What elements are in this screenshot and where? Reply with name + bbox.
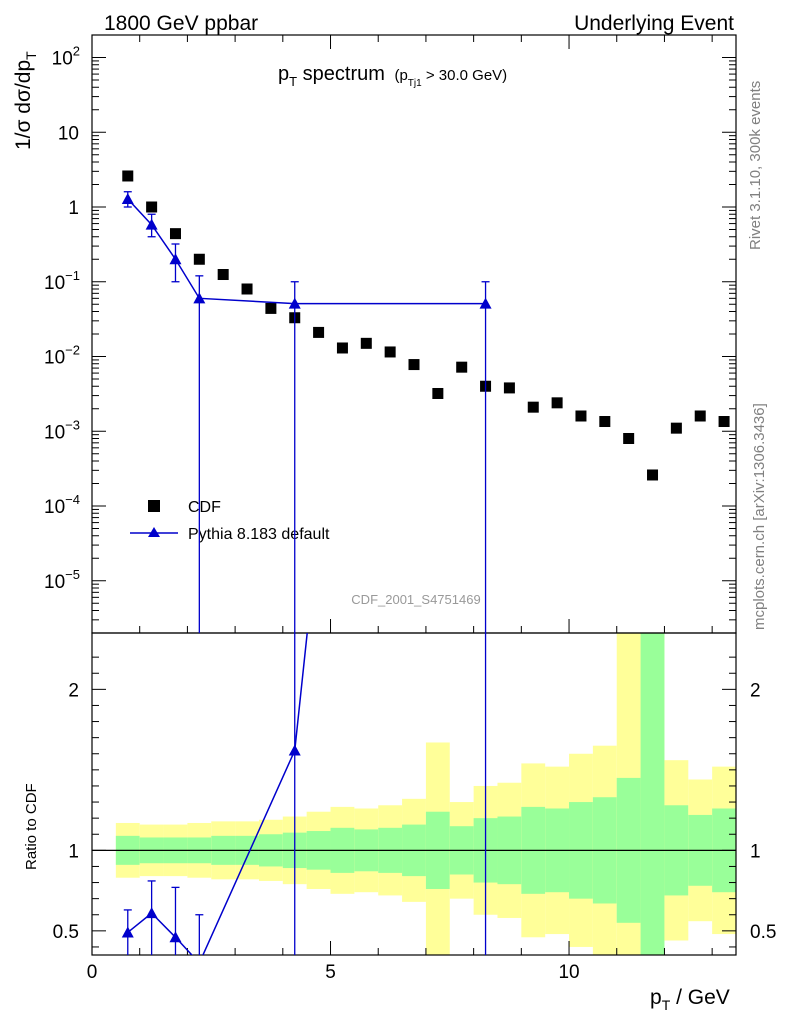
ratio-y-tick-label-right: 2: [750, 680, 761, 701]
cdf-data-point: [647, 469, 659, 481]
pythia-ratio-point: [145, 907, 158, 919]
cdf-data-point: [599, 416, 611, 428]
cdf-data-point: [718, 416, 730, 428]
cdf-data-point: [527, 401, 539, 413]
ratio-series: [121, 633, 487, 955]
ratio-y-tick-label: 0.5: [53, 922, 79, 943]
pythia-point: [193, 292, 206, 304]
cdf-data-point: [217, 269, 229, 281]
y-tick-label: 10−5: [44, 567, 80, 593]
ratio-y-tick-label-right: 0.5: [750, 922, 776, 943]
ratio-y-axis-label: Ratio to CDF: [23, 783, 40, 870]
y-tick-label: 10−1: [44, 268, 80, 294]
legend-data-label: CDF: [188, 499, 221, 516]
pythia-point: [121, 192, 134, 204]
legend-data-marker: [148, 500, 160, 512]
cdf-data-point: [193, 253, 205, 265]
header-left: 1800 GeV ppbar: [104, 12, 258, 35]
pythia-ratio-point: [121, 926, 134, 938]
cdf-data-point: [360, 337, 372, 349]
cdf-data-point: [432, 387, 444, 399]
header-right: Underlying Event: [574, 12, 734, 35]
x-tick-label: 0: [87, 962, 98, 983]
rivet-version: Rivet 3.1.10, 300k events: [747, 81, 764, 250]
cdf-data-point: [623, 432, 635, 444]
y-tick-label: 10−4: [44, 492, 80, 518]
pythia-ratio-point: [169, 931, 182, 943]
ratio-plot-frame: [91, 632, 737, 956]
y-tick-label: 102: [52, 44, 80, 70]
analysis-name: CDF_2001_S4751469: [351, 592, 480, 607]
cdf-data-point: [146, 201, 158, 213]
cdf-data-point: [456, 361, 468, 373]
ratio-band-inner: [640, 633, 665, 955]
cdf-data-point: [336, 342, 348, 354]
legend-mc-label: Pythia 8.183 default: [188, 526, 330, 543]
pythia-point: [479, 297, 492, 309]
cdf-data-point: [384, 346, 396, 358]
pythia-point: [169, 253, 182, 265]
y-tick-label: 1: [68, 198, 79, 219]
mcplots-reference: mcplots.cern.ch [arXiv:1306.3436]: [751, 403, 768, 630]
x-tick-label: 5: [325, 962, 336, 983]
pythia-ratio-point: [288, 744, 301, 756]
y-tick-label: 10−3: [44, 417, 80, 443]
cdf-data-point: [169, 228, 181, 240]
cdf-data-point: [313, 326, 325, 338]
pythia-line: [127, 198, 486, 305]
y-tick-label: 10: [58, 123, 79, 144]
cdf-data-point: [575, 410, 587, 422]
cdf-data-point: [551, 397, 563, 409]
cdf-data-point: [122, 170, 134, 182]
y-axis-label: 1/σ dσ/dpT: [12, 51, 39, 150]
cdf-data-point: [694, 410, 706, 422]
cdf-data-point: [265, 302, 277, 314]
y-tick-label: 10−2: [44, 343, 80, 369]
cdf-data-point: [670, 422, 682, 434]
pythia-point: [145, 218, 158, 230]
legend-mc-marker: [148, 527, 160, 537]
pythia-point: [288, 297, 301, 309]
ratio-y-tick-label: 1: [68, 841, 79, 862]
plot-title: pT spectrum (pTj1 > 30.0 GeV): [278, 63, 507, 89]
main-plot-frame: [91, 34, 737, 634]
legend: CDF Pythia 8.183 default: [130, 499, 330, 543]
cdf-data-point: [503, 382, 515, 394]
cdf-data-point: [408, 359, 420, 371]
ratio-y-tick-label-right: 1: [750, 841, 761, 862]
cdf-data-point: [241, 283, 253, 295]
x-axis-label: pT / GeV: [650, 986, 730, 1013]
x-tick-label: 10: [558, 962, 579, 983]
ratio-y-tick-label: 2: [68, 680, 79, 701]
